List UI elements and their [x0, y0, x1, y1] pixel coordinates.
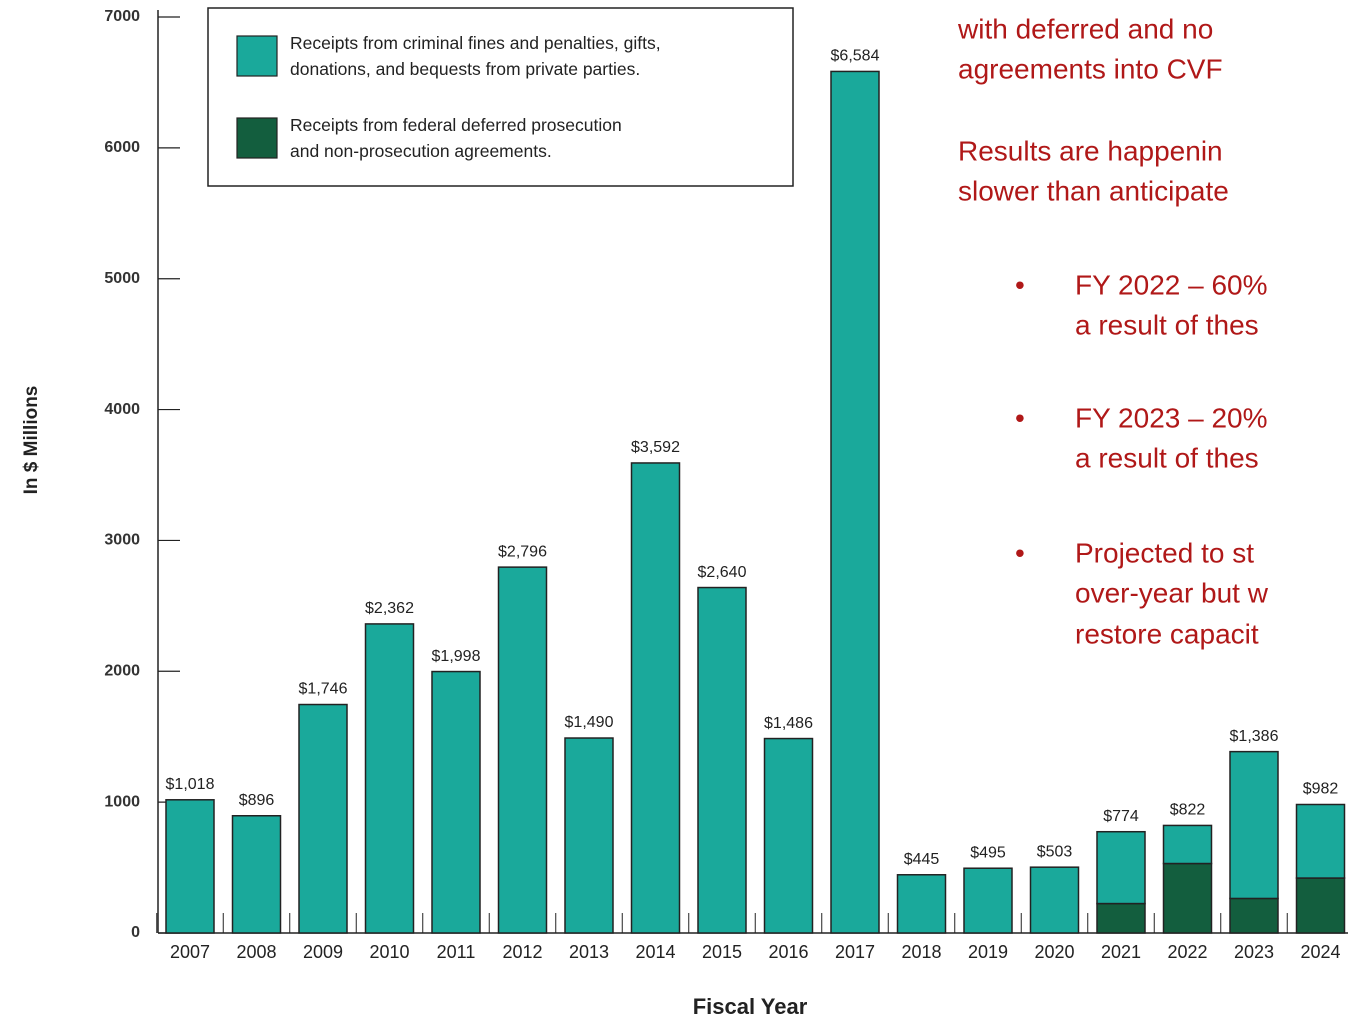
x-tick-label: 2008 [236, 942, 276, 962]
bullet-text: restore capacit [1075, 618, 1259, 649]
bullet-text: a result of thes [1075, 309, 1259, 340]
bullet: • [1015, 402, 1025, 433]
bar-segment [497, 566, 548, 934]
total-label: $1,018 [166, 776, 215, 793]
y-tick-label: 4000 [104, 401, 140, 418]
total-label: $1,386 [1230, 728, 1279, 745]
legend-box [207, 7, 794, 187]
bullet-text: Projected to st [1075, 537, 1254, 568]
bar-segment [1229, 897, 1279, 934]
total-label: $2,796 [498, 543, 547, 560]
x-axis-label: Fiscal Year [693, 994, 808, 1019]
bar-segment [1295, 877, 1346, 934]
y-tick-label: 1000 [104, 793, 140, 810]
bullet: • [1015, 537, 1025, 568]
bar-segment [1162, 862, 1213, 934]
x-tick-label: 2013 [569, 942, 609, 962]
total-label: $2,640 [698, 564, 747, 581]
bar-segment [165, 799, 215, 934]
y-tick-label: 6000 [104, 139, 140, 156]
bullet-text: a result of thes [1075, 442, 1259, 473]
bar-segment [1295, 803, 1346, 879]
bullet: • [1015, 269, 1025, 300]
bar-segment [697, 586, 747, 934]
x-tick-label: 2011 [437, 942, 476, 962]
panel-line: with deferred and no [957, 13, 1213, 44]
bar-segment [763, 737, 814, 934]
bar-segment [830, 70, 880, 934]
total-label: $774 [1103, 808, 1139, 825]
total-label: $1,486 [764, 715, 813, 732]
bar-segment [1162, 824, 1213, 865]
total-label: $1,998 [432, 648, 481, 665]
panel-line: slower than anticipate [958, 175, 1229, 206]
bar-segment [963, 867, 1013, 934]
x-tick-label: 2007 [170, 942, 210, 962]
panel-line: agreements into CVF [958, 53, 1223, 84]
total-label: $982 [1303, 781, 1339, 798]
x-tick-label: 2023 [1234, 942, 1274, 962]
total-label: $1,490 [565, 714, 614, 731]
x-tick-label: 2022 [1167, 942, 1207, 962]
total-label: $495 [970, 844, 1006, 861]
bar-segment [564, 737, 614, 934]
bar-segment [231, 815, 282, 934]
total-label: $445 [904, 851, 940, 868]
legend-label: Receipts from criminal fines and penalti… [290, 33, 661, 79]
bullet-text: FY 2022 – 60% [1075, 269, 1268, 300]
x-tick-label: 2012 [502, 942, 542, 962]
bar-segment [431, 670, 481, 934]
x-tick-label: 2014 [635, 942, 675, 962]
y-tick-label: 2000 [104, 663, 140, 680]
total-label: $2,362 [365, 600, 414, 617]
total-label: $822 [1170, 802, 1206, 819]
bar-segment [1096, 902, 1146, 934]
panel-line: Results are happenin [958, 135, 1223, 166]
y-tick-label: 5000 [104, 270, 140, 287]
bar-segment [1096, 830, 1146, 905]
x-tick-label: 2016 [768, 942, 808, 962]
bar-segment [896, 874, 947, 934]
x-tick-label: 2015 [702, 942, 742, 962]
y-tick-label: 0 [131, 924, 140, 941]
x-tick-label: 2017 [835, 942, 875, 962]
bar-segment [1029, 866, 1080, 934]
total-label: $3,592 [631, 439, 680, 456]
legend-label: Receipts from federal deferred prosecuti… [290, 115, 622, 161]
x-tick-label: 2010 [369, 942, 409, 962]
bullet-text: FY 2023 – 20% [1075, 402, 1268, 433]
y-axis-label: In $ Millions [21, 386, 42, 495]
bullet-text: over-year but w [1075, 577, 1269, 608]
x-tick-label: 2020 [1034, 942, 1074, 962]
total-label: $6,584 [831, 48, 880, 65]
bar-segment [364, 623, 415, 934]
x-tick-label: 2018 [901, 942, 941, 962]
bar-segment [630, 462, 681, 934]
x-tick-label: 2021 [1101, 942, 1141, 962]
x-tick-label: 2009 [303, 942, 343, 962]
y-tick-label: 7000 [104, 8, 140, 25]
legend-swatch [236, 35, 278, 77]
x-tick-label: 2024 [1300, 942, 1340, 962]
total-label: $896 [239, 792, 275, 809]
bar-segment [1229, 750, 1279, 900]
y-tick-label: 3000 [104, 532, 140, 549]
legend-swatch [236, 117, 278, 159]
total-label: $1,746 [299, 681, 348, 698]
total-label: $503 [1037, 843, 1073, 860]
bar-segment [298, 703, 348, 934]
x-tick-label: 2019 [968, 942, 1008, 962]
